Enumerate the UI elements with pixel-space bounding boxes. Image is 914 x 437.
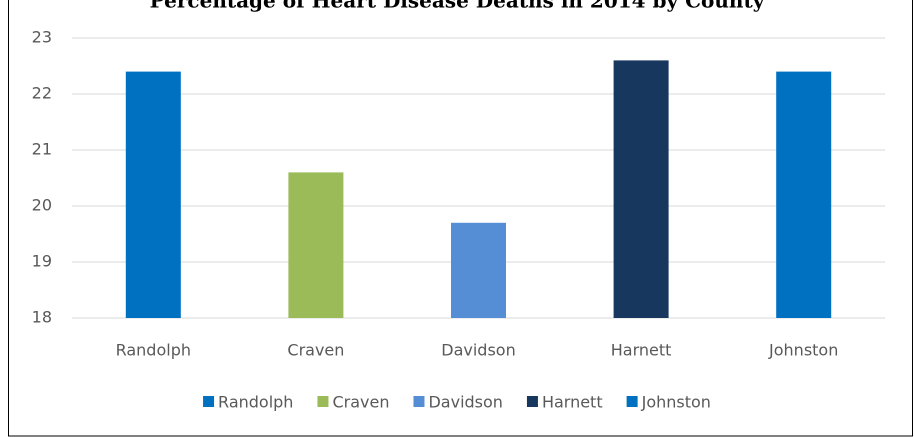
chart-frame [8,0,913,437]
bar [613,60,669,319]
legend-swatch [203,396,215,407]
legend-swatch [626,396,638,407]
x-tick-label: Craven [287,341,344,360]
legend-label: Craven [332,393,389,412]
bar [288,172,344,318]
x-tick-label: Davidson [441,341,515,360]
bar [451,222,506,318]
x-tick-label: Johnston [768,341,838,360]
legend-swatch [317,396,329,407]
y-tick-label: 22 [32,84,52,103]
x-tick-label: Harnett [611,341,672,360]
legend-swatch [413,396,425,407]
y-tick-label: 20 [32,196,52,215]
legend-label: Randolph [218,393,293,412]
legend-swatch [526,396,538,407]
chart-title: Percentage of Heart Disease Deaths in 20… [150,0,766,13]
legend-label: Harnett [542,393,603,412]
bar [125,71,181,318]
x-tick-label: Randolph [116,341,191,360]
y-tick-label: 18 [32,308,52,327]
y-tick-label: 21 [32,140,52,159]
bar [776,71,832,318]
y-tick-label: 19 [32,252,52,271]
legend-label: Johnston [641,393,711,412]
legend-label: Davidson [428,393,502,412]
y-tick-label: 23 [32,28,52,47]
